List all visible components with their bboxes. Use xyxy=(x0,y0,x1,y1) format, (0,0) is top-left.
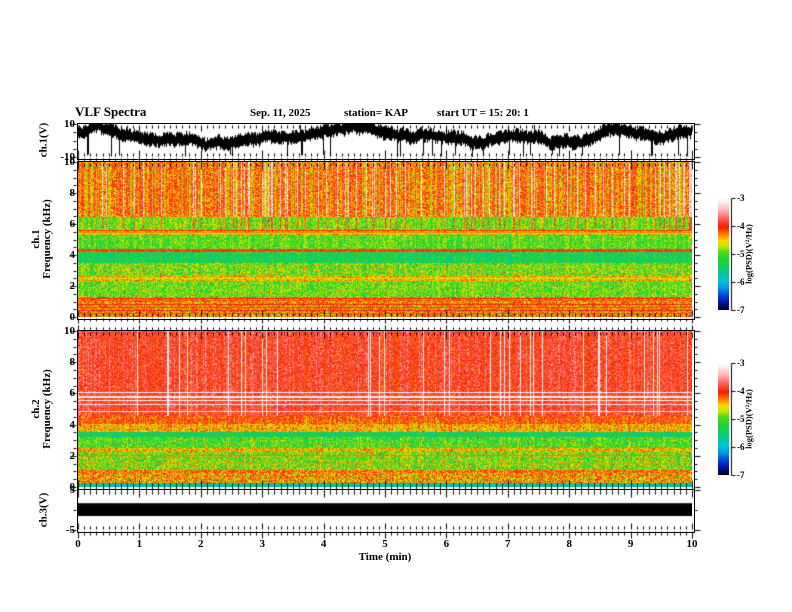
colorbar-tick-label: -5 xyxy=(737,414,745,424)
x-tick-label: 5 xyxy=(382,538,388,550)
y-tick-label: 2 xyxy=(70,280,76,292)
x-tick-label: 2 xyxy=(198,538,204,550)
colorbar-tick-label: -6 xyxy=(737,442,745,452)
colorbar-tick-label: -3 xyxy=(737,193,745,203)
y-tick-label: 6 xyxy=(70,218,76,230)
x-tick-label: 6 xyxy=(444,538,450,550)
x-tick-label: 7 xyxy=(505,538,511,550)
y-tick-label: 10 xyxy=(64,156,75,168)
x-tick-label: 3 xyxy=(259,538,265,550)
colorbar-tick-label: -4 xyxy=(737,386,745,396)
y-tick-label: 4 xyxy=(70,249,76,261)
y-tick-label: -5 xyxy=(66,524,75,536)
axis-ticks-overlay xyxy=(0,0,792,612)
colorbar-tick-label: -7 xyxy=(737,305,745,315)
x-tick-label: 0 xyxy=(75,538,81,550)
x-tick-label: 8 xyxy=(566,538,572,550)
colorbar-tick-label: -4 xyxy=(737,221,745,231)
y-tick-label: 10 xyxy=(64,118,75,130)
y-tick-label: 8 xyxy=(70,187,76,199)
y-tick-label: 10 xyxy=(64,325,75,337)
x-tick-label: 9 xyxy=(628,538,634,550)
y-tick-label: 5 xyxy=(70,484,76,496)
colorbar-tick-label: -7 xyxy=(737,470,745,480)
y-tick-label: 4 xyxy=(70,419,76,431)
x-tick-label: 1 xyxy=(137,538,143,550)
x-tick-label: 4 xyxy=(321,538,327,550)
y-tick-label: 6 xyxy=(70,387,76,399)
colorbar-tick-label: -5 xyxy=(737,249,745,259)
y-tick-label: 8 xyxy=(70,356,76,368)
colorbar-tick-label: -6 xyxy=(737,277,745,287)
x-tick-label: 10 xyxy=(687,538,698,550)
vlf-spectra-figure: VLF Spectra Sep. 11, 2025 station= KAP s… xyxy=(0,0,792,612)
y-tick-label: 2 xyxy=(70,450,76,462)
y-tick-label: 0 xyxy=(70,311,76,323)
colorbar-tick-label: -3 xyxy=(737,358,745,368)
